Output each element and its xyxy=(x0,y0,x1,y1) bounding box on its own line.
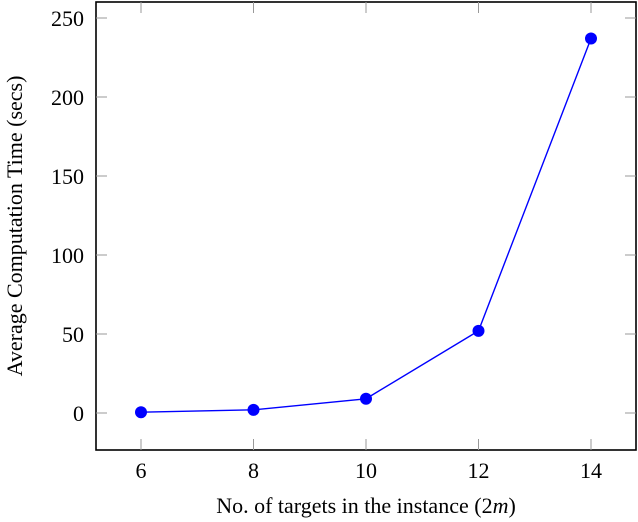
x-tick-label: 8 xyxy=(248,458,259,483)
data-point-marker xyxy=(360,392,372,405)
y-tick-label: 150 xyxy=(51,164,84,189)
y-tick-label: 50 xyxy=(62,322,84,347)
data-point-marker xyxy=(135,406,147,419)
tick-labels: 6 8 10 12 14 0 50 100 150 200 250 xyxy=(51,6,602,483)
y-tick-label: 0 xyxy=(73,401,84,426)
x-tick-label: 14 xyxy=(580,458,602,483)
x-axis-label: No. of targets in the instance (2m) xyxy=(216,493,516,518)
data-point-marker xyxy=(247,403,260,416)
y-axis-label: Average Computation Time (secs) xyxy=(2,76,27,377)
series-line xyxy=(140,38,592,413)
axis-ticks xyxy=(96,2,636,450)
x-tick-label: 10 xyxy=(355,458,377,483)
data-point-marker xyxy=(472,324,485,337)
plot-frame xyxy=(95,1,637,451)
y-tick-label: 250 xyxy=(51,6,84,31)
x-tick-label: 12 xyxy=(468,458,490,483)
data-series xyxy=(135,32,597,419)
x-tick-label: 6 xyxy=(136,458,147,483)
y-tick-label: 100 xyxy=(51,243,84,268)
y-tick-label: 200 xyxy=(51,85,84,110)
data-point-marker xyxy=(585,32,597,45)
